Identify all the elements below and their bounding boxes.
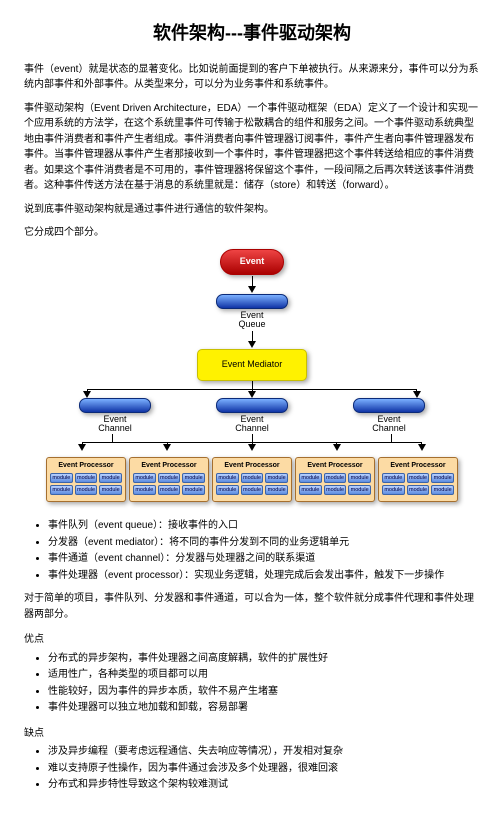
list-item: 事件队列（event queue）：接收事件的入口 [48,518,480,534]
parts-list: 事件队列（event queue）：接收事件的入口 分发器（event medi… [24,518,480,583]
simple-note: 对于简单的项目，事件队列、分发器和事件通道，可以合为一体，整个软件就分成事件代理… [24,591,480,622]
list-item: 涉及异步编程（要考虑远程通信、失去响应等情况），开发相对复杂 [48,744,480,760]
list-item: 分布式和异步特性导致这个架构较难测试 [48,777,480,793]
mediator-split [87,381,417,398]
intro-4: 它分成四个部分。 [24,225,480,241]
eda-diagram: Event Event Queue Event Mediator Event C… [42,249,462,502]
advantages-title: 优点 [24,632,480,648]
mediator-node: Event Mediator [197,349,308,381]
advantages-list: 分布式的异步架构，事件处理器之间高度解耦，软件的扩展性好 适用性广，各种类型的项… [24,651,480,716]
list-item: 事件处理器可以独立地加载和卸载，容易部署 [48,700,480,716]
list-item: 事件处理器（event processor）：实现业务逻辑，处理完成后会发出事件… [48,568,480,584]
intro-2: 事件驱动架构（Event Driven Architecture，EDA）一个事… [24,101,480,194]
channel-split [42,434,462,451]
disadvantages-title: 缺点 [24,726,480,742]
event-node: Event [220,249,285,275]
page-title: 软件架构---事件驱动架构 [24,20,480,48]
channels-row: Event Channel Event Channel Event Channe… [42,398,462,434]
list-item: 性能较好，因为事件的异步本质，软件不易产生堵塞 [48,684,480,700]
processor: Event Processor modulemodulemodule modul… [295,457,375,503]
list-item: 分布式的异步架构，事件处理器之间高度解耦，软件的扩展性好 [48,651,480,667]
processor: Event Processor modulemodulemodule modul… [378,457,458,503]
list-item: 事件通道（event channel）：分发器与处理器之间的联系渠道 [48,551,480,567]
list-item: 适用性广，各种类型的项目都可以用 [48,667,480,683]
intro-3: 说到底事件驱动架构就是通过事件进行通信的软件架构。 [24,202,480,218]
processor: Event Processor modulemodulemodule modul… [129,457,209,503]
intro-1: 事件（event）就是状态的显著变化。比如说前面提到的客户下单被执行。从来源来分… [24,62,480,93]
processor: Event Processor modulemodulemodule modul… [46,457,126,503]
processor: Event Processor modulemodulemodule modul… [212,457,292,503]
processors-row: Event Processor modulemodulemodule modul… [42,457,462,503]
disadvantages-list: 涉及异步编程（要考虑远程通信、失去响应等情况），开发相对复杂 难以支持原子性操作… [24,744,480,793]
queue-caption: Event Queue [42,311,462,330]
list-item: 难以支持原子性操作，因为事件通过会涉及多个处理器，很难回滚 [48,761,480,777]
queue-pill [216,294,288,309]
list-item: 分发器（event mediator）：将不同的事件分发到不同的业务逻辑单元 [48,535,480,551]
